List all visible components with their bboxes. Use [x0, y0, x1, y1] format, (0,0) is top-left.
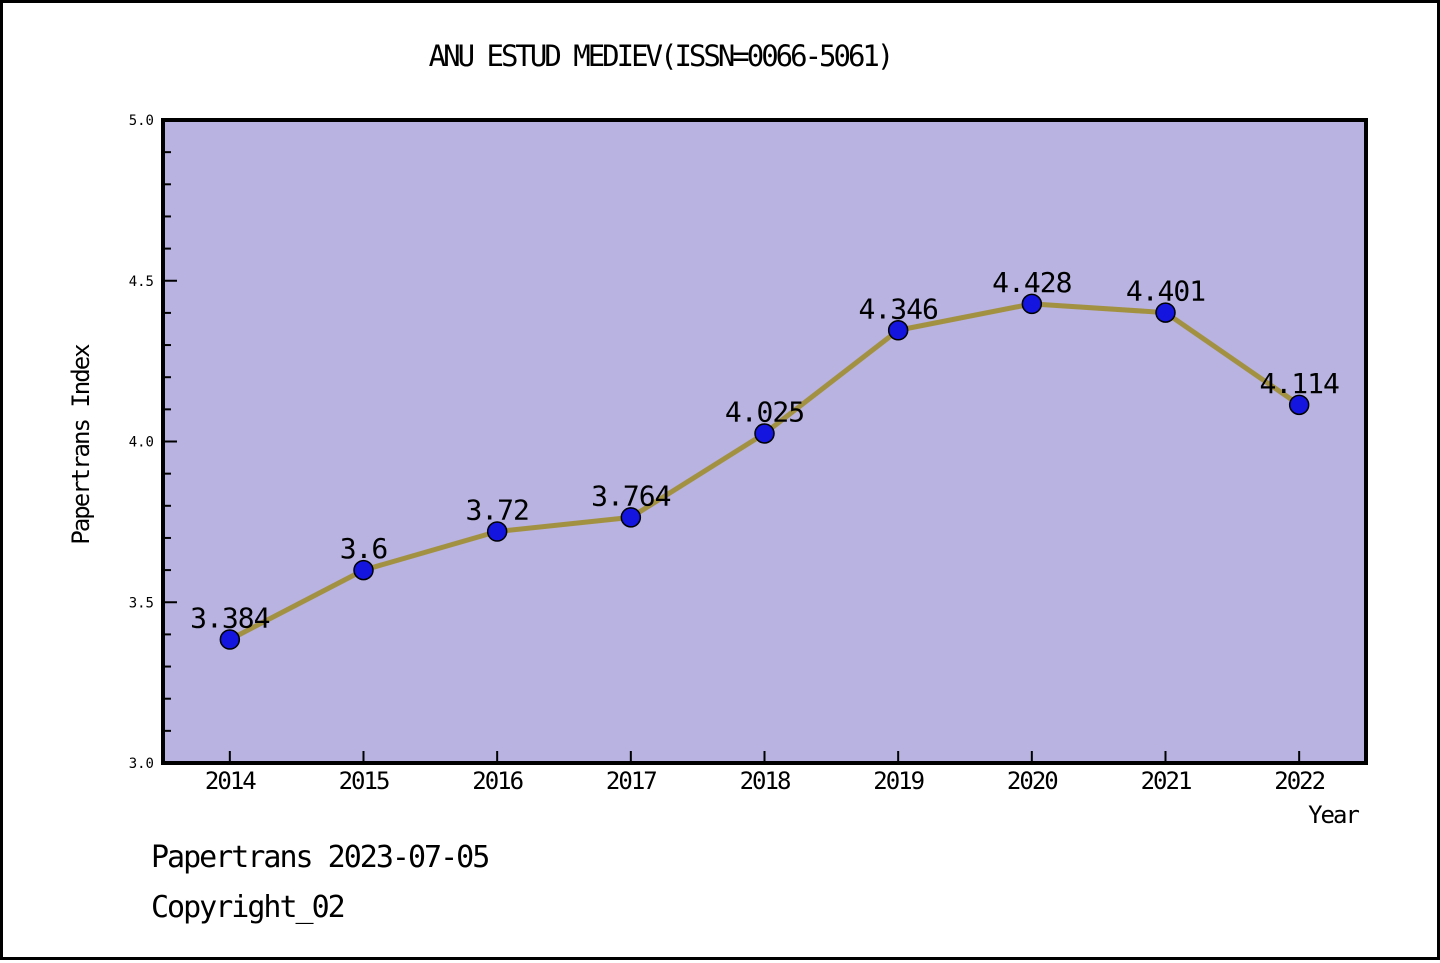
data-point-label: 4.025: [725, 395, 804, 428]
data-point-label: 3.384: [190, 602, 269, 635]
data-point: [620, 507, 642, 528]
x-tick-label: 2016: [472, 767, 522, 795]
y-tick-label: 4.5: [129, 274, 154, 290]
x-tick-label: 2022: [1274, 767, 1324, 795]
data-point-label: 3.6: [340, 532, 388, 565]
x-tick-label: 2021: [1141, 767, 1191, 795]
data-point: [887, 320, 909, 341]
data-point: [353, 559, 374, 581]
chart-title: ANU ESTUD MEDIEV(ISSN=0066-5061): [428, 39, 895, 73]
data-point: [486, 521, 508, 542]
footer-source-date: Papertrans 2023-07-05: [151, 840, 490, 875]
y-tick-label: 3.0: [129, 756, 154, 772]
x-tick-label: 2017: [606, 767, 656, 795]
data-point: [754, 423, 775, 444]
y-tick-label: 3.5: [129, 595, 154, 611]
x-tick-label: 2020: [1007, 767, 1057, 795]
x-axis-title: Year: [1308, 801, 1360, 829]
y-tick-label: 5.0: [129, 113, 154, 129]
data-point-label: 3.764: [591, 479, 670, 512]
data-point-label: 3.72: [465, 494, 528, 527]
x-tick-label: 2018: [740, 767, 790, 795]
data-point-label: 4.114: [1260, 367, 1339, 400]
data-point-label: 4.401: [1126, 275, 1205, 308]
data-point: [1288, 394, 1310, 416]
x-tick-label: 2015: [339, 767, 389, 795]
data-point-label: 4.428: [992, 266, 1071, 299]
plot-frame: [161, 118, 1368, 765]
data-point: [1155, 302, 1176, 323]
data-point-label: 4.346: [859, 292, 938, 325]
data-point: [1021, 293, 1043, 315]
x-tick-label: 2014: [205, 767, 256, 795]
x-tick-label: 2019: [873, 767, 923, 795]
footer-copyright: Copyright_02: [151, 890, 346, 925]
y-tick-label: 4.0: [129, 435, 154, 451]
line-chart-plot: 3.0 3.5 4.0 4.5 5.0 2014 2015 2016 2017 2018 2019 2…: [129, 113, 1368, 795]
data-point: [219, 629, 241, 650]
